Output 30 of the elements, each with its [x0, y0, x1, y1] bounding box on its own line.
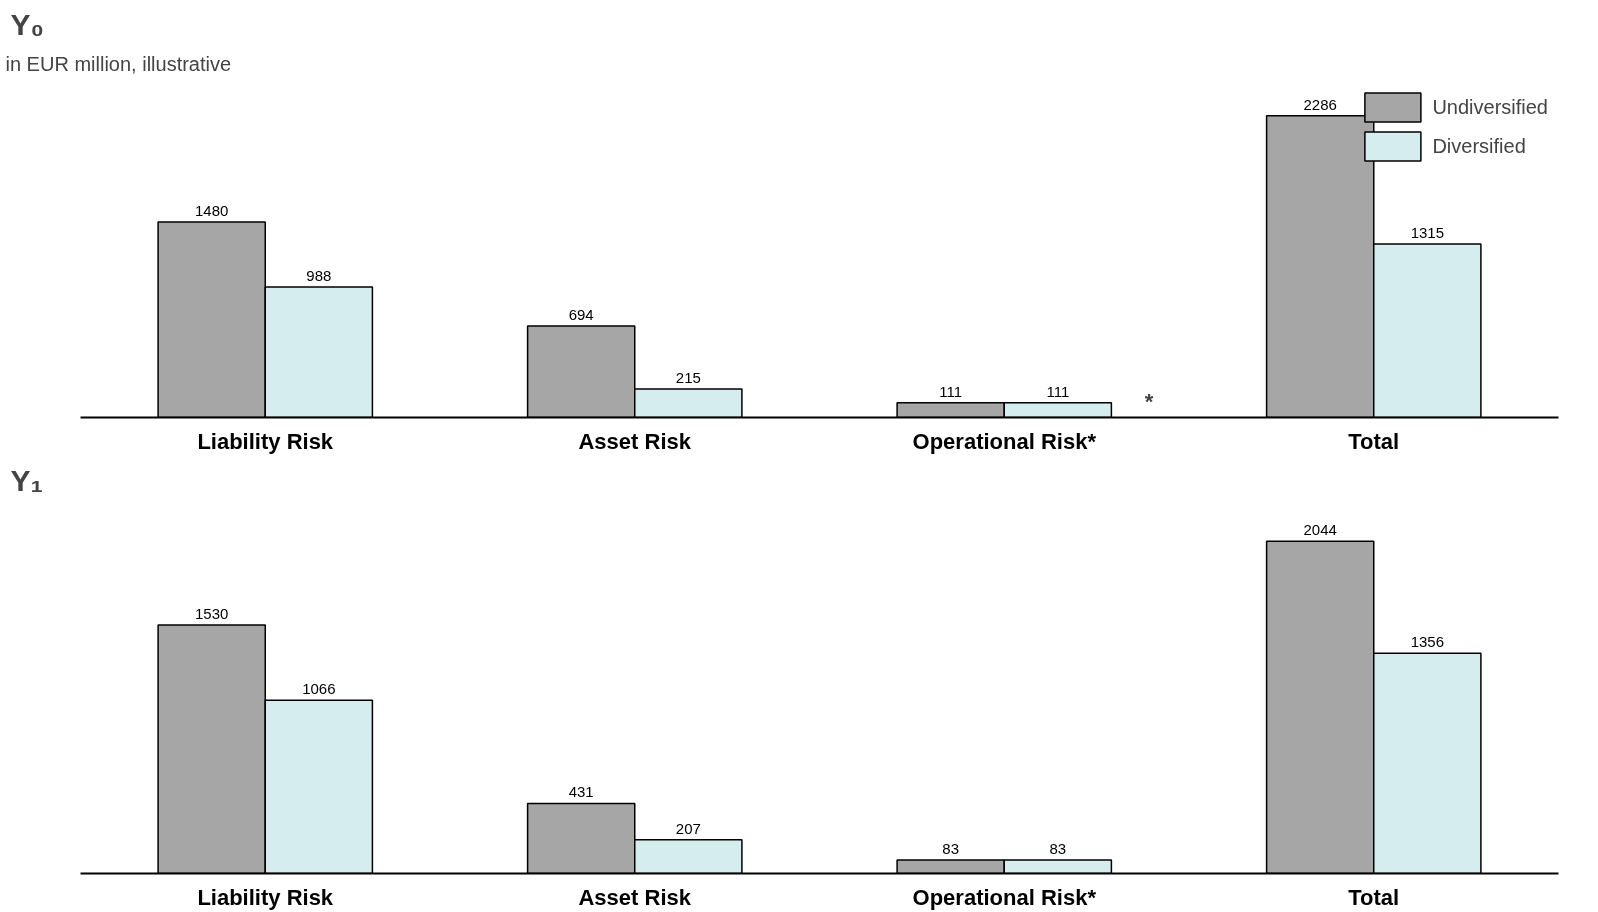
chart-title: Y₀ — [10, 7, 45, 41]
data-label: 111 — [939, 382, 963, 400]
data-label: 2286 — [1303, 95, 1337, 113]
x-tick-label: Asset Risk — [578, 884, 692, 910]
data-label: 694 — [568, 305, 594, 323]
x-tick-label: Liability Risk — [197, 884, 334, 910]
data-label: 83 — [1049, 840, 1067, 858]
data-label: 215 — [675, 369, 701, 387]
annotation: * — [1144, 388, 1154, 414]
data-label: 1530 — [194, 604, 229, 622]
legend-label: Diversified — [1432, 134, 1526, 158]
data-label: 207 — [675, 819, 701, 837]
data-label: 2044 — [1303, 521, 1337, 539]
x-tick-label: Total — [1348, 884, 1400, 910]
x-tick-label: Operational Risk* — [912, 884, 1097, 910]
text: in EUR million, illustrative — [5, 52, 232, 75]
data-label: 431 — [568, 783, 594, 801]
data-label: 1315 — [1410, 223, 1445, 241]
data-label: 1356 — [1410, 633, 1445, 651]
data-label: 988 — [306, 267, 332, 285]
data-label: 1480 — [194, 202, 229, 220]
x-tick-label: Operational Risk* — [912, 428, 1097, 454]
data-label: 1066 — [302, 680, 336, 698]
chart-title: Y₁ — [10, 463, 43, 497]
data-label: 111 — [1046, 382, 1070, 400]
data-label: 83 — [942, 840, 960, 858]
x-tick-label: Liability Risk — [197, 428, 334, 454]
legend-label: Undiversified — [1432, 95, 1548, 119]
x-tick-label: Total — [1348, 428, 1400, 454]
x-tick-label: Asset Risk — [578, 428, 692, 454]
